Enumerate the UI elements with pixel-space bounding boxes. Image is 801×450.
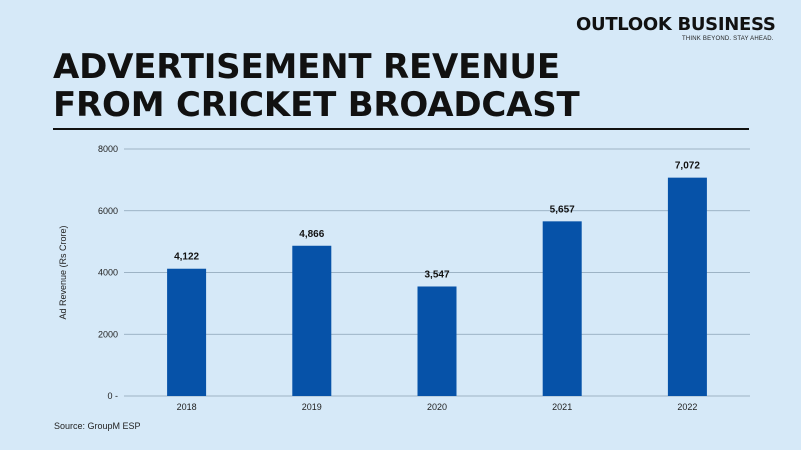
x-tick-label-2022: 2022: [677, 402, 697, 412]
x-tick-label-2020: 2020: [427, 402, 447, 412]
x-tick-label-2019: 2019: [302, 402, 322, 412]
y-axis-label: Ad Revenue (Rs Crore): [58, 225, 68, 319]
title-divider: [53, 128, 749, 130]
x-tick-label-2021: 2021: [552, 402, 572, 412]
x-tick-label-2018: 2018: [177, 402, 197, 412]
brand-tagline: THINK BEYOND. STAY AHEAD.: [682, 36, 774, 42]
y-tick-label: 0 -: [107, 391, 118, 401]
y-tick-label: 8000: [98, 144, 118, 154]
data-label-2021: 5,657: [550, 204, 575, 215]
brand-logo: OUTLOOK BUSINESS THINK BEYOND. STAY AHEA…: [576, 14, 786, 42]
bar-2020: [417, 286, 457, 396]
y-tick-label: 6000: [98, 206, 118, 216]
data-label-2019: 4,866: [299, 229, 324, 240]
bar-2021: [542, 221, 582, 396]
bar-2022: [667, 177, 707, 396]
chart-title-line-2: FROM CRICKET BROADCAST: [53, 85, 580, 125]
y-tick-label: 2000: [98, 329, 118, 339]
bar-2018: [167, 268, 207, 396]
bar-2019: [292, 245, 332, 396]
y-tick-label: 4000: [98, 268, 118, 278]
source-note: Source: GroupM ESP: [54, 421, 141, 431]
data-label-2018: 4,122: [174, 252, 199, 263]
brand-name: OUTLOOK BUSINESS: [576, 14, 776, 35]
chart-title-line-1: ADVERTISEMENT REVENUE: [53, 47, 560, 87]
data-label-2020: 3,547: [424, 269, 449, 280]
data-label-2022: 7,072: [675, 161, 700, 172]
chart-title: ADVERTISEMENT REVENUE FROM CRICKET BROAD…: [53, 48, 580, 124]
